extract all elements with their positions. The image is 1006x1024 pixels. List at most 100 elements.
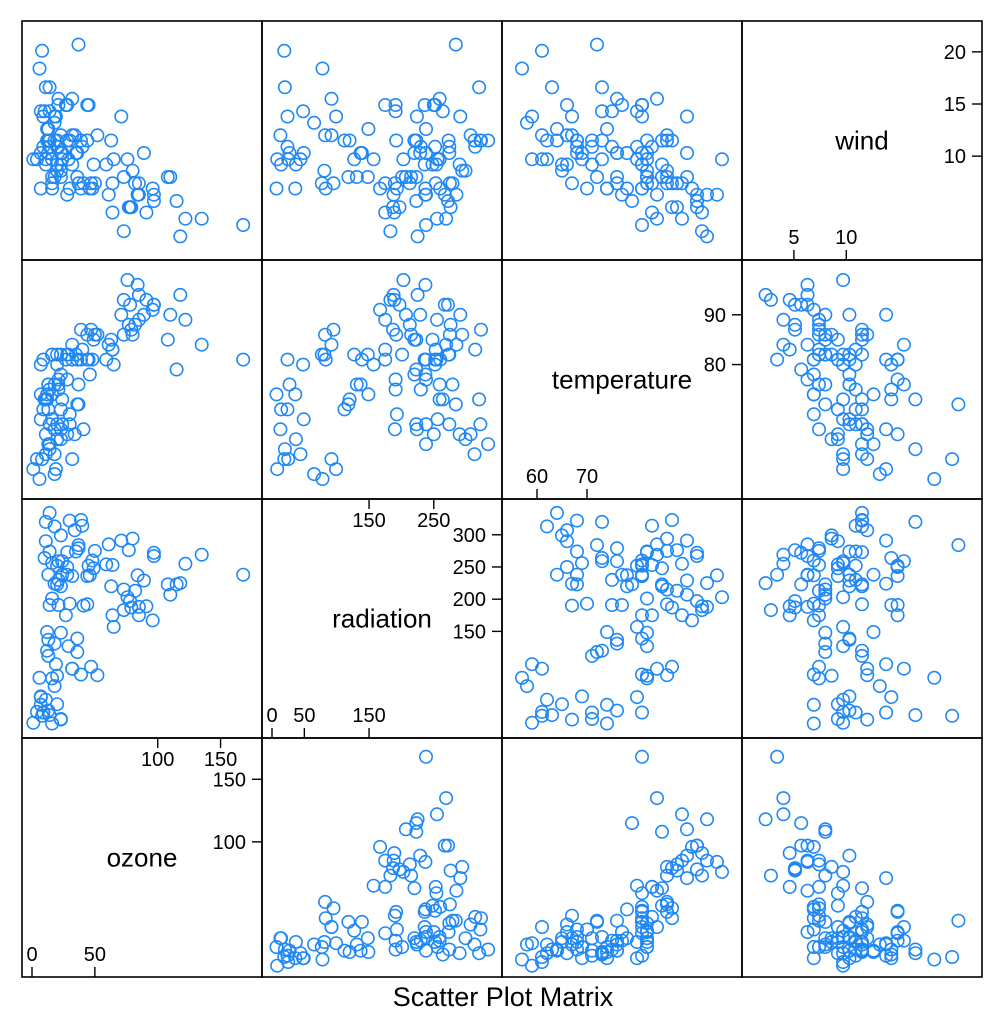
data-point [99, 157, 114, 172]
data-point [442, 176, 457, 191]
data-point [105, 205, 120, 220]
data-point [70, 631, 85, 646]
data-point [519, 937, 534, 952]
data-point [449, 883, 464, 898]
data-point [315, 471, 330, 486]
data-point [413, 146, 428, 161]
data-point [866, 437, 881, 452]
data-point [644, 879, 659, 894]
data-point [539, 152, 554, 167]
data-point [830, 568, 845, 583]
data-point [80, 597, 95, 612]
data-point [104, 332, 119, 347]
data-point [654, 881, 669, 896]
data-point [409, 417, 424, 432]
data-point [579, 181, 594, 196]
data-point [442, 327, 457, 342]
data-point [879, 937, 894, 952]
data-point [194, 547, 209, 562]
data-point [854, 577, 869, 592]
data-point [40, 643, 55, 658]
data-point [342, 133, 357, 148]
data-point [830, 711, 845, 726]
data-point [53, 432, 68, 447]
data-point [62, 181, 77, 196]
data-point [354, 146, 369, 161]
data-point [614, 924, 629, 939]
data-point [48, 462, 63, 477]
data-point [418, 372, 433, 387]
data-point [429, 807, 444, 822]
data-point [884, 597, 899, 612]
data-point [758, 576, 773, 591]
data-point [404, 170, 419, 185]
data-point [324, 128, 339, 143]
data-point [544, 942, 559, 957]
data-point [544, 80, 559, 95]
data-point [409, 133, 424, 148]
data-point [121, 543, 136, 558]
data-point [649, 91, 664, 106]
data-point [569, 577, 584, 592]
data-point [818, 868, 833, 883]
data-point [45, 347, 60, 362]
data-point [800, 883, 815, 898]
data-point [594, 929, 609, 944]
data-point [699, 853, 714, 868]
data-point [609, 91, 624, 106]
data-point [116, 582, 131, 597]
data-point [50, 347, 65, 362]
data-point [830, 886, 845, 901]
data-point [860, 661, 875, 676]
data-point [105, 608, 120, 623]
tick-label: 100 [141, 749, 174, 771]
data-point [42, 442, 57, 457]
data-point [62, 407, 77, 422]
data-point [42, 505, 57, 520]
data-point [559, 523, 574, 538]
data-point [145, 302, 160, 317]
data-point [274, 402, 289, 417]
data-point [169, 362, 184, 377]
data-point [860, 422, 875, 437]
data-point [811, 901, 826, 916]
data-point [699, 576, 714, 591]
data-point [549, 567, 564, 582]
data-point [554, 157, 569, 172]
data-point [842, 951, 857, 966]
data-point [866, 943, 881, 958]
data-point [452, 157, 467, 172]
data-point [37, 550, 52, 565]
data-point [131, 187, 146, 202]
data-point [296, 146, 311, 161]
data-point [659, 597, 674, 612]
data-point [418, 187, 433, 202]
data-point [800, 567, 815, 582]
data-point [270, 462, 285, 477]
data-point [442, 417, 457, 432]
data-point [70, 352, 85, 367]
data-point [524, 715, 539, 730]
data-point [951, 538, 966, 553]
data-point [842, 573, 857, 588]
data-point [194, 337, 209, 352]
data-point [684, 181, 699, 196]
data-point [848, 705, 863, 720]
data-point [854, 347, 869, 362]
data-point [669, 176, 684, 191]
data-point [811, 897, 826, 912]
data-point [908, 392, 923, 407]
data-point [644, 205, 659, 220]
data-point [455, 163, 470, 178]
data-point [353, 377, 368, 392]
data-point [854, 643, 869, 658]
data-point [366, 878, 381, 893]
data-point [324, 337, 339, 352]
data-point [674, 807, 689, 822]
data-point [609, 632, 624, 647]
data-point [407, 881, 422, 896]
data-point [848, 558, 863, 573]
data-point [125, 531, 140, 546]
data-point [453, 109, 468, 124]
data-point [818, 307, 833, 322]
